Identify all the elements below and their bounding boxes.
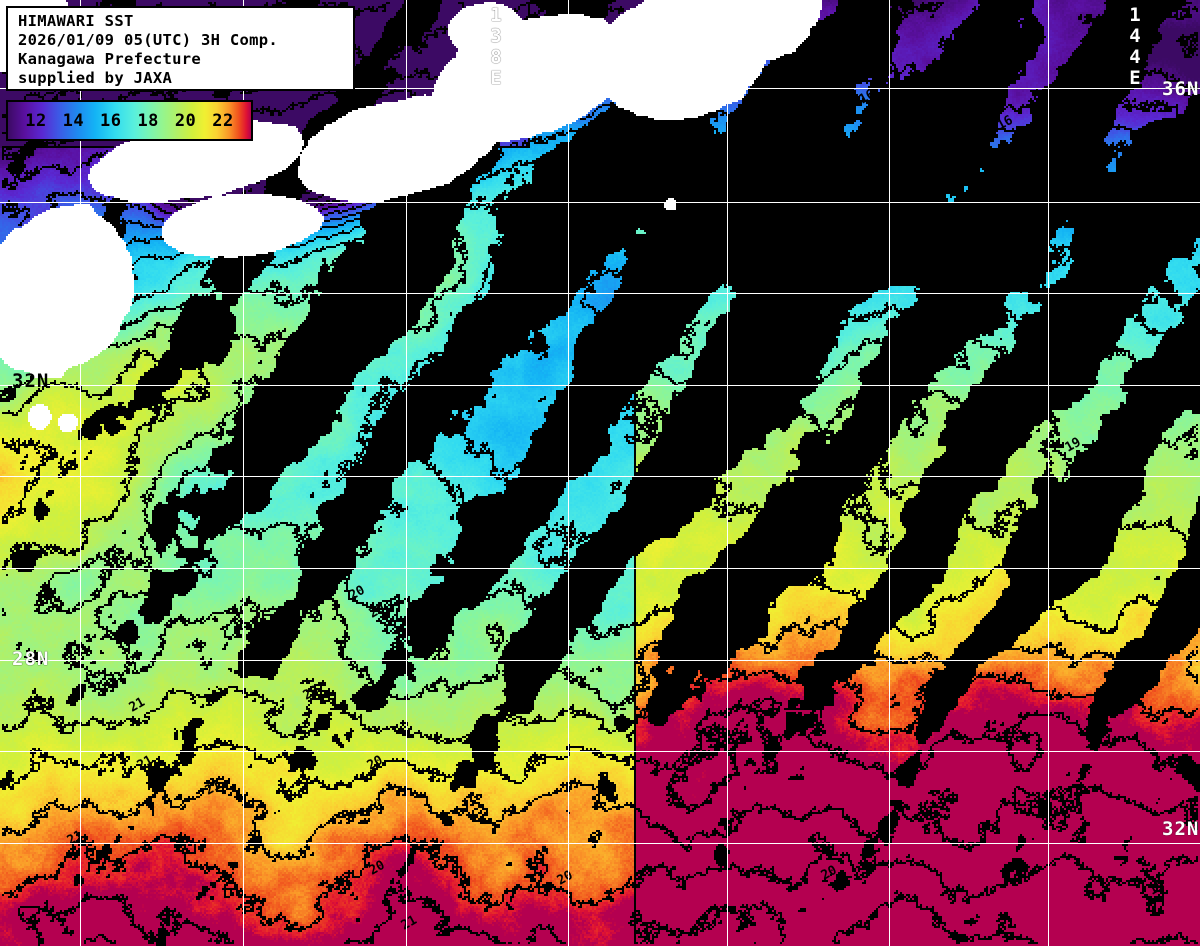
product-info-box: HIMAWARI SST 2026/01/09 05(UTC) 3H Comp.…: [6, 6, 355, 91]
colorbar-tick-14: 14: [62, 110, 85, 131]
colorbar-tick-20: 20: [174, 110, 197, 131]
product-datetime: 2026/01/09 05(UTC) 3H Comp.: [18, 31, 279, 49]
colorbar-tick-18: 18: [137, 110, 159, 131]
product-title: HIMAWARI SST: [18, 12, 134, 30]
product-source: supplied by JAXA: [18, 69, 173, 87]
latitude-label-32N: 32N: [1162, 818, 1200, 840]
colorbar-tick-16: 16: [100, 110, 122, 131]
latitude-label-36N: 36N: [1162, 78, 1200, 100]
longitude-label-138E: 138E: [485, 4, 507, 88]
latitude-label-32N: 32N: [12, 370, 50, 392]
colorbar-tick-22: 22: [212, 110, 234, 131]
longitude-label-144E: 144E: [1124, 4, 1146, 88]
latitude-label-28N: 28N: [12, 648, 50, 670]
product-org: Kanagawa Prefecture: [18, 50, 202, 68]
colorbar-tick-12: 12: [25, 110, 47, 131]
colorbar-gradient: [8, 102, 251, 139]
sst-colorbar: 12 14 16 18 20 22: [6, 100, 253, 141]
